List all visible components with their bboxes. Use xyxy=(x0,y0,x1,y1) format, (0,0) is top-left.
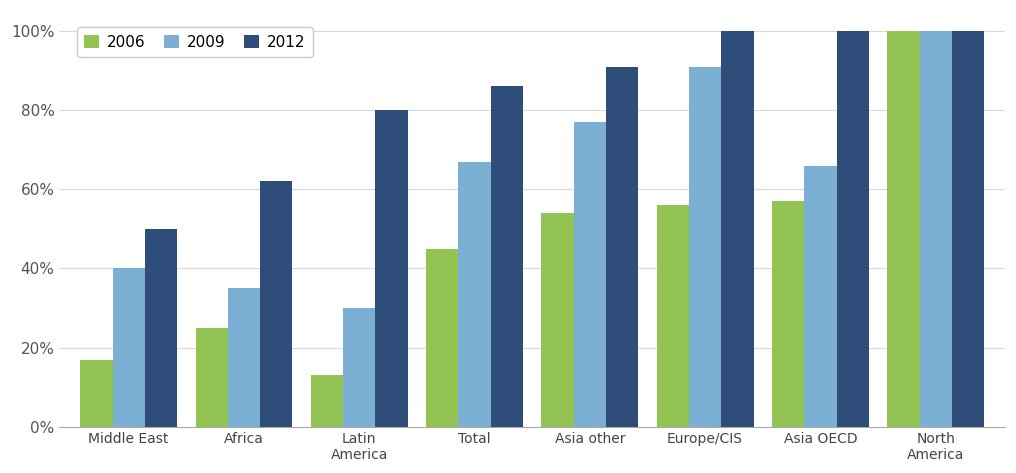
Bar xyxy=(113,269,145,427)
Bar xyxy=(195,328,228,427)
Bar xyxy=(80,359,113,427)
Bar xyxy=(145,229,177,427)
Bar xyxy=(952,31,985,427)
Bar xyxy=(805,166,836,427)
Bar xyxy=(228,288,260,427)
Bar xyxy=(887,31,919,427)
Bar xyxy=(721,31,754,427)
Bar xyxy=(574,122,606,427)
Legend: 2006, 2009, 2012: 2006, 2009, 2012 xyxy=(76,27,313,57)
Bar xyxy=(606,67,638,427)
Bar xyxy=(426,249,458,427)
Bar xyxy=(542,213,574,427)
Bar xyxy=(311,376,343,427)
Bar xyxy=(260,181,293,427)
Bar xyxy=(656,205,689,427)
Bar xyxy=(689,67,721,427)
Bar xyxy=(919,31,952,427)
Bar xyxy=(458,162,491,427)
Bar xyxy=(491,87,523,427)
Bar xyxy=(772,201,805,427)
Bar xyxy=(375,110,407,427)
Bar xyxy=(836,31,869,427)
Bar xyxy=(343,308,375,427)
